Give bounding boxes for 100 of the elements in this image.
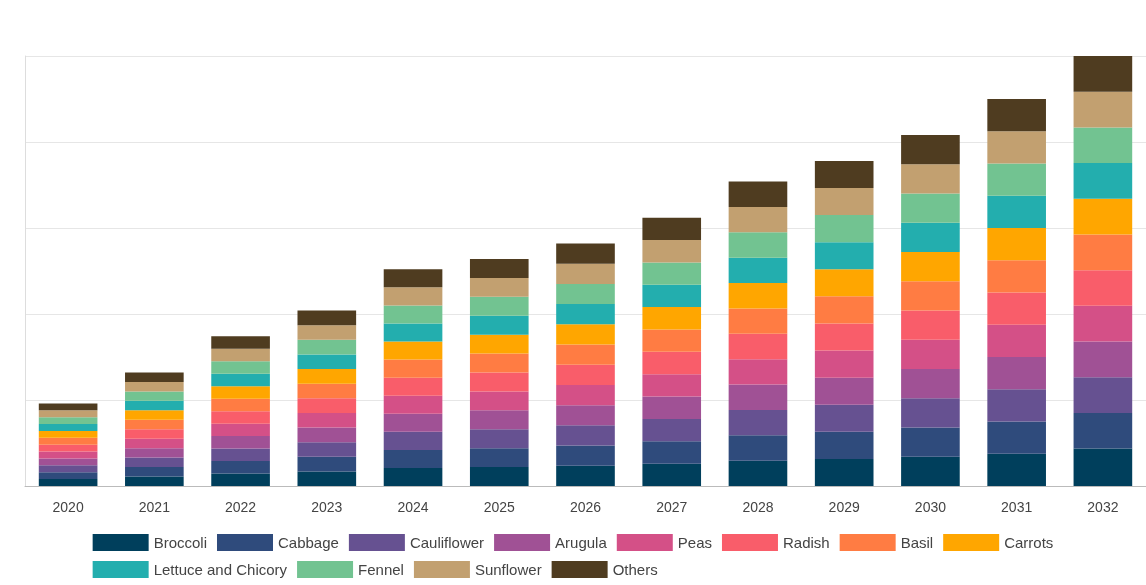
bar	[814, 242, 874, 270]
legend-label: Others	[612, 561, 658, 578]
bar	[987, 324, 1046, 357]
bar	[469, 391, 529, 411]
bar	[1073, 341, 1133, 378]
bar	[297, 325, 357, 340]
bar	[556, 364, 615, 385]
bar	[987, 292, 1046, 325]
bar	[1073, 377, 1133, 413]
x-tick-label: 2029	[828, 499, 860, 515]
bar	[556, 465, 615, 486]
bar	[901, 164, 960, 194]
bar	[901, 310, 960, 340]
bar	[642, 240, 702, 263]
bar	[901, 135, 960, 165]
bar	[642, 441, 702, 464]
bar	[728, 384, 788, 410]
bar	[469, 258, 529, 278]
bar	[814, 431, 874, 459]
bar	[728, 283, 788, 309]
bar	[901, 222, 960, 253]
x-tick-label: 2023	[311, 499, 343, 515]
bar	[728, 409, 788, 436]
bar	[1073, 127, 1133, 164]
bar	[728, 359, 788, 385]
bar	[211, 348, 270, 362]
bar	[297, 398, 357, 413]
bar	[469, 296, 529, 316]
bar	[38, 410, 98, 418]
x-tick-label: 2022	[225, 499, 257, 515]
bar	[469, 429, 529, 449]
bar	[297, 383, 357, 399]
bar	[383, 287, 443, 306]
bar	[383, 323, 443, 342]
bar	[1073, 412, 1133, 449]
x-tick-label: 2021	[138, 499, 171, 515]
bar	[814, 188, 874, 216]
bar	[556, 405, 615, 426]
bar	[1073, 163, 1133, 199]
bar	[987, 228, 1046, 261]
bar	[125, 372, 184, 382]
legend-label: Cauliflower	[409, 534, 485, 551]
bar	[728, 206, 788, 233]
bar	[901, 339, 960, 370]
bar	[901, 398, 960, 428]
bar	[728, 333, 788, 360]
bar	[125, 438, 184, 449]
x-tick-label: 2028	[742, 499, 774, 515]
x-tick-label: 2025	[483, 499, 516, 515]
bar	[642, 284, 702, 308]
bar	[297, 427, 357, 443]
bar	[297, 456, 357, 472]
bar	[901, 369, 960, 399]
bar	[556, 425, 615, 446]
bar	[987, 195, 1046, 228]
bar	[125, 429, 184, 439]
bar	[211, 473, 270, 486]
bar	[297, 354, 357, 370]
bar	[469, 372, 529, 392]
bar	[38, 444, 98, 452]
bar	[211, 436, 270, 449]
bar	[814, 296, 874, 324]
bar	[383, 269, 443, 288]
bar	[901, 252, 960, 282]
legend-label: Lettuce and Chicory	[153, 561, 288, 578]
bar	[556, 283, 615, 305]
bar	[814, 350, 874, 378]
bar	[728, 435, 788, 461]
bar	[814, 269, 874, 297]
bar	[125, 476, 184, 486]
bar	[642, 351, 702, 375]
bar	[642, 307, 702, 330]
bar	[125, 400, 184, 411]
bar	[987, 453, 1046, 486]
bar	[901, 193, 960, 223]
bar	[38, 458, 98, 466]
bar	[297, 442, 357, 457]
bar	[125, 391, 184, 401]
x-tick-label: 2030	[914, 499, 947, 515]
bar	[814, 377, 874, 405]
bar	[469, 410, 529, 430]
bar	[297, 310, 357, 326]
bar	[211, 448, 270, 462]
bar	[642, 418, 702, 442]
bar	[38, 465, 98, 473]
bar	[556, 324, 615, 345]
bar	[987, 99, 1046, 132]
bar	[297, 471, 357, 486]
bar	[901, 427, 960, 457]
bar	[383, 467, 443, 486]
bar	[383, 377, 443, 396]
bar	[901, 281, 960, 311]
bar	[987, 260, 1046, 293]
bar	[987, 357, 1046, 390]
bar	[383, 413, 443, 432]
x-tick-label: 2027	[656, 499, 688, 515]
legend-label: Sunflower	[474, 561, 542, 578]
bar	[728, 232, 788, 258]
bar	[987, 163, 1046, 196]
bar	[1073, 198, 1133, 235]
